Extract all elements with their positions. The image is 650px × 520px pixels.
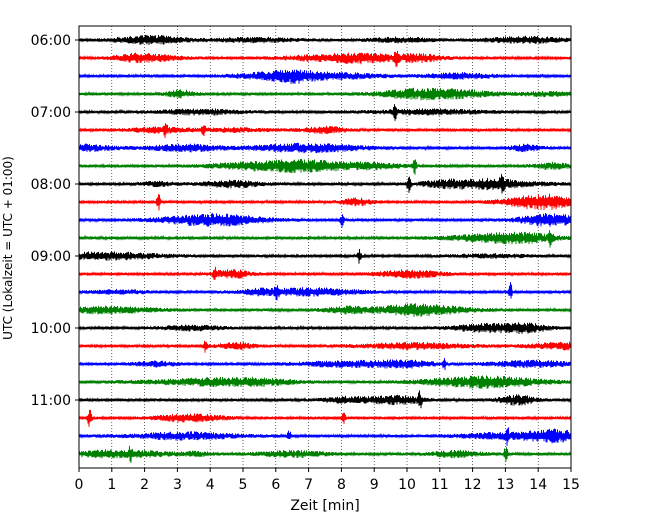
y-tick-label: 08:00 bbox=[31, 177, 71, 193]
trace-1015 bbox=[78, 340, 572, 353]
y-tick-label: 06:00 bbox=[31, 33, 71, 49]
x-tick-label: 8 bbox=[337, 477, 346, 493]
x-tick-label: 4 bbox=[206, 477, 215, 493]
x-tick-label: 9 bbox=[370, 477, 379, 493]
seismic-traces bbox=[78, 34, 572, 464]
trace-0830 bbox=[78, 212, 572, 228]
trace-0900 bbox=[78, 248, 572, 264]
x-tick-label: 10 bbox=[398, 477, 416, 493]
x-tick-label: 2 bbox=[140, 477, 149, 493]
x-tick-label: 11 bbox=[431, 477, 449, 493]
x-tick-label: 6 bbox=[271, 477, 280, 493]
y-tick-label: 07:00 bbox=[31, 105, 71, 121]
trace-0800 bbox=[78, 173, 572, 194]
trace-1100 bbox=[78, 390, 572, 409]
trace-1115 bbox=[78, 409, 572, 427]
x-axis: 0 1 2 3 4 5 6 7 8 9 10 11 12 13 14 15 bbox=[75, 468, 580, 493]
trace-1045 bbox=[78, 375, 572, 389]
trace-0600 bbox=[78, 34, 572, 45]
trace-1145 bbox=[78, 445, 572, 464]
trace-0715 bbox=[78, 123, 572, 139]
trace-0745 bbox=[78, 158, 572, 175]
x-tick-label: 0 bbox=[75, 477, 84, 493]
trace-0630 bbox=[78, 69, 572, 84]
trace-1000 bbox=[78, 322, 572, 335]
y-tick-label: 11:00 bbox=[31, 393, 71, 409]
trace-0815 bbox=[78, 193, 572, 211]
trace-0945 bbox=[78, 303, 572, 318]
y-axis-label: UTC (Lokalzeit = UTC + 01:00) bbox=[1, 156, 15, 340]
x-tick-label: 5 bbox=[239, 477, 248, 493]
trace-0930 bbox=[78, 282, 572, 301]
x-tick-label: 14 bbox=[529, 477, 547, 493]
x-axis-label: Zeit [min] bbox=[290, 498, 359, 514]
trace-0915 bbox=[78, 266, 572, 280]
x-tick-label: 15 bbox=[562, 477, 580, 493]
trace-0645 bbox=[78, 87, 572, 101]
trace-0615 bbox=[78, 50, 572, 67]
x-tick-label: 13 bbox=[496, 477, 514, 493]
x-tick-label: 1 bbox=[107, 477, 116, 493]
trace-0730 bbox=[78, 142, 572, 154]
x-tick-label: 3 bbox=[173, 477, 182, 493]
y-tick-label: 10:00 bbox=[31, 321, 71, 337]
x-tick-label: 7 bbox=[304, 477, 313, 493]
y-axis: 06:00 07:00 08:00 09:00 10:00 11:00 bbox=[31, 33, 79, 409]
trace-1130 bbox=[78, 427, 572, 447]
y-tick-label: 09:00 bbox=[31, 249, 71, 265]
trace-0845 bbox=[78, 230, 572, 248]
trace-1030 bbox=[78, 358, 572, 371]
plot-frame bbox=[78, 25, 572, 469]
x-tick-label: 12 bbox=[464, 477, 482, 493]
trace-0700 bbox=[78, 104, 572, 121]
